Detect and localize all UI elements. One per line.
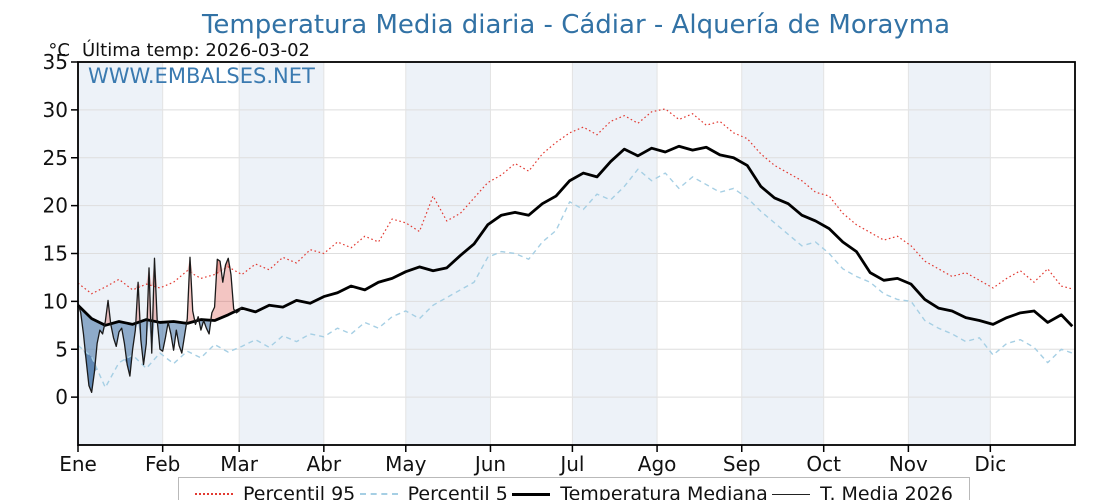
x-tick-label: Mar [220,452,259,476]
legend-item-percentil-5: Percentil 5 [359,483,508,500]
y-tick-label: 15 [43,242,68,266]
legend-item-t-media-2026: T. Media 2026 [772,483,953,500]
temperatura-mediana-line-icon [512,492,551,496]
watermark: WWW.EMBALSES.NET [88,64,315,88]
y-tick-label: 35 [43,50,68,74]
t-media-2026-line-icon [772,493,811,495]
x-tick-label: Abr [307,452,342,476]
t-media-2026-line [77,256,243,393]
legend: Percentil 95 Percentil 5 Temperatura Med… [178,477,970,500]
x-tick-label: Jul [558,452,584,476]
legend-label-percentil-5: Percentil 5 [407,483,508,500]
y-tick-label: 25 [43,146,68,170]
y-axis-unit-label: °C [48,40,70,61]
legend-label-percentil-95: Percentil 95 [243,483,356,500]
x-tick-label: Jun [473,452,506,476]
percentil-95-line-icon [195,493,233,495]
temperatura-mediana-line [77,144,1074,328]
x-tick-label: Feb [145,452,180,476]
percentil-5-line-icon [359,493,398,495]
legend-label-t-media-2026: T. Media 2026 [820,483,953,500]
x-tick-label: Sep [723,452,761,476]
legend-label-temperatura-mediana: Temperatura Mediana [560,483,768,500]
y-tick-label: 30 [43,98,68,122]
y-tick-label: 5 [55,337,68,361]
percentil-5-line [77,168,1073,389]
legend-item-temperatura-mediana: Temperatura Mediana [512,483,768,500]
y-tick-label: 10 [43,289,68,313]
y-tick-label: 0 [55,385,68,409]
x-tick-label: Oct [806,452,841,476]
x-tick-label: Ene [59,452,97,476]
last-temp-annotation: Última temp: 2026-03-02 [82,39,310,61]
x-tick-label: May [385,452,427,476]
y-tick-label: 20 [43,194,68,218]
legend-item-percentil-95: Percentil 95 [195,483,355,500]
chart-title: Temperatura Media diaria - Cádiar - Alqu… [201,10,950,40]
x-tick-label: Nov [889,452,928,476]
x-tick-label: Ago [638,452,677,476]
plot-area: 0 5 10 15 20 25 30 35 Ene Feb Mar Abr May Jun Jul Ago Se… [43,50,1076,476]
x-tick-label: Dic [974,452,1006,476]
